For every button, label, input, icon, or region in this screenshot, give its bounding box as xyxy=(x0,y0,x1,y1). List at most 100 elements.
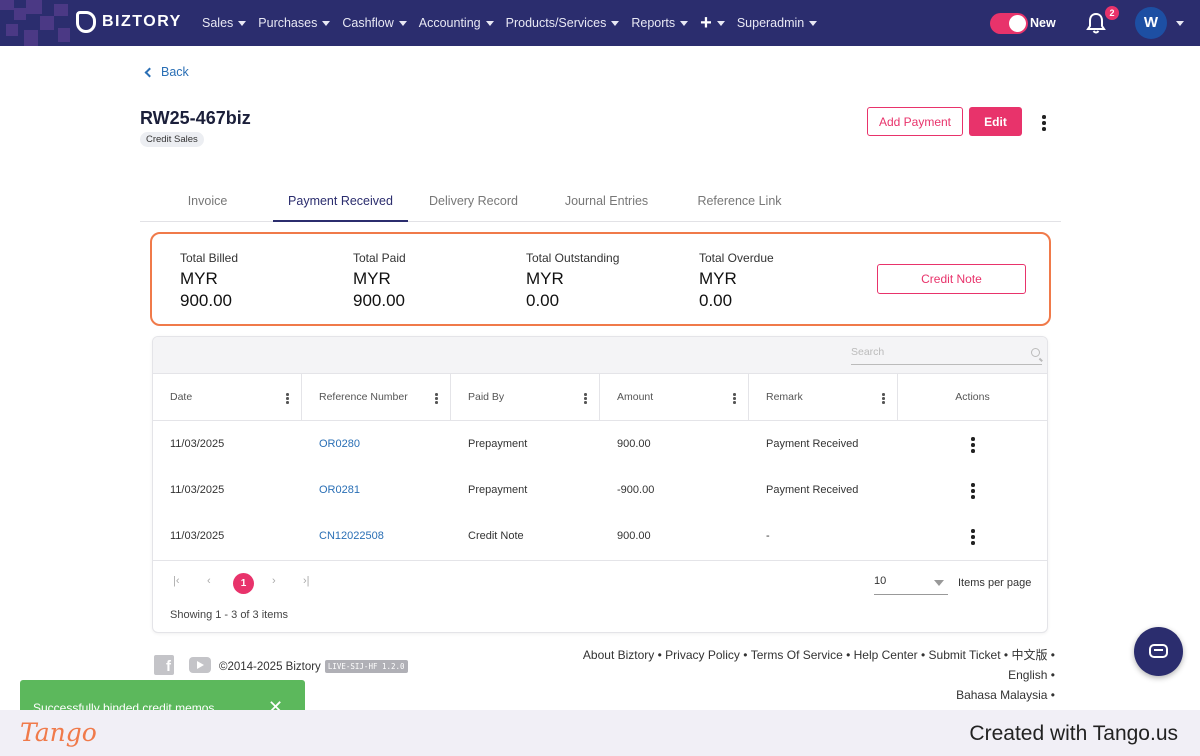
chevron-down-icon xyxy=(238,20,247,26)
row-actions-icon[interactable] xyxy=(971,437,975,455)
menu-reports[interactable]: Reports xyxy=(631,16,689,30)
tab-invoice[interactable]: Invoice xyxy=(187,194,228,208)
cell-reference-link[interactable]: CN12022508 xyxy=(319,530,384,542)
more-options-icon[interactable] xyxy=(1042,115,1046,133)
footer-link-malay[interactable]: Bahasa Malaysia xyxy=(956,688,1048,702)
stat-label: Total Billed xyxy=(180,251,239,265)
column-menu-icon[interactable] xyxy=(882,393,886,405)
facebook-icon[interactable]: f xyxy=(154,655,174,675)
footer-link-help[interactable]: Help Center xyxy=(853,648,918,662)
stat-label: Total Overdue xyxy=(699,251,774,265)
column-label: Actions xyxy=(955,391,990,403)
credit-note-button[interactable]: Credit Note xyxy=(877,264,1026,294)
items-per-page-label: Items per page xyxy=(958,577,1032,589)
page-number-current[interactable]: 1 xyxy=(233,573,254,594)
cell-reference-link[interactable]: OR0281 xyxy=(319,484,360,496)
footer-link-ticket[interactable]: Submit Ticket xyxy=(928,648,1001,662)
table-toolbar: Search xyxy=(153,337,1047,373)
chat-icon xyxy=(1149,644,1168,658)
chevron-down-icon xyxy=(485,20,494,26)
tab-delivery-record[interactable]: Delivery Record xyxy=(429,194,518,208)
avatar[interactable]: W xyxy=(1135,7,1167,39)
menu-label: Reports xyxy=(631,16,676,30)
footer-link-terms[interactable]: Terms Of Service xyxy=(750,648,843,662)
cell-amount: 900.00 xyxy=(617,530,651,542)
version-badge: LIVE-SIJ-HF 1.2.0 xyxy=(324,660,408,673)
total-billed: Total Billed MYR 900.00 xyxy=(180,251,238,311)
column-header-date[interactable]: Date xyxy=(153,374,302,421)
footer-link-about[interactable]: About Biztory xyxy=(582,648,655,662)
menu-label: Accounting xyxy=(418,16,481,30)
edit-button[interactable]: Edit xyxy=(969,107,1022,136)
stat-label: Total Outstanding xyxy=(526,251,620,265)
menu-superadmin[interactable]: Superadmin xyxy=(737,16,818,30)
column-label: Date xyxy=(170,391,193,403)
row-actions-icon[interactable] xyxy=(971,483,975,501)
brand-name: BIZTORY xyxy=(102,13,182,30)
table-row: 11/03/2025 OR0280 Prepayment 900.00 Paym… xyxy=(153,421,1047,467)
cell-date: 11/03/2025 xyxy=(170,484,225,496)
last-page-icon[interactable]: ›| xyxy=(303,575,310,587)
youtube-icon[interactable] xyxy=(189,657,211,673)
chat-widget-button[interactable] xyxy=(1134,627,1183,676)
stat-currency: MYR xyxy=(526,269,564,288)
cell-paid-by: Prepayment xyxy=(468,484,528,496)
tab-reference-link[interactable]: Reference Link xyxy=(697,194,782,208)
add-payment-button[interactable]: Add Payment xyxy=(867,107,963,136)
plus-icon: + xyxy=(700,12,712,34)
footer-link-privacy[interactable]: Privacy Policy xyxy=(665,648,740,662)
row-actions-icon[interactable] xyxy=(971,529,975,547)
menu-quick-add[interactable]: + xyxy=(700,13,725,33)
search-input[interactable]: Search xyxy=(851,345,1042,365)
menu-sales[interactable]: Sales xyxy=(202,16,247,30)
footer-link-chinese[interactable]: 中文版 xyxy=(1011,648,1048,662)
items-per-page-select[interactable]: 10 xyxy=(874,575,948,595)
column-label: Reference Number xyxy=(319,391,408,403)
biztory-logo-icon xyxy=(76,11,96,33)
stat-value: 900.00 xyxy=(353,291,405,310)
menu-products-services[interactable]: Products/Services xyxy=(506,16,620,30)
menu-purchases[interactable]: Purchases xyxy=(258,16,331,30)
column-header-reference[interactable]: Reference Number xyxy=(302,374,451,421)
column-menu-icon[interactable] xyxy=(733,393,737,405)
cell-reference-link[interactable]: OR0280 xyxy=(319,438,360,450)
notification-badge: 2 xyxy=(1105,6,1119,20)
first-page-icon[interactable]: |‹ xyxy=(173,575,180,587)
logo-pixel-decoration xyxy=(0,0,80,46)
chevron-down-icon xyxy=(398,20,407,26)
column-menu-icon[interactable] xyxy=(584,393,588,405)
cell-remark: Payment Received xyxy=(766,438,859,450)
toggle-label: New xyxy=(1030,16,1056,30)
column-menu-icon[interactable] xyxy=(435,393,439,405)
column-label: Paid By xyxy=(468,391,505,403)
column-header-remark[interactable]: Remark xyxy=(749,374,898,421)
bell-icon[interactable] xyxy=(1086,12,1106,34)
next-page-icon[interactable]: › xyxy=(272,575,276,587)
stat-value: 900.00 xyxy=(180,291,232,310)
tab-journal-entries[interactable]: Journal Entries xyxy=(564,194,649,208)
column-header-amount[interactable]: Amount xyxy=(600,374,749,421)
menu-label: Purchases xyxy=(258,16,318,30)
chevron-down-icon xyxy=(809,20,818,26)
tab-payment-received[interactable]: Payment Received xyxy=(273,180,408,222)
brand-logo[interactable]: BIZTORY xyxy=(76,11,182,33)
back-link[interactable]: Back xyxy=(144,65,189,79)
column-header-paid-by[interactable]: Paid By xyxy=(451,374,600,421)
column-menu-icon[interactable] xyxy=(286,393,290,405)
menu-accounting[interactable]: Accounting xyxy=(419,16,494,30)
total-paid: Total Paid MYR 900.00 xyxy=(353,251,406,311)
tango-logo: Tango xyxy=(20,718,97,747)
column-label: Remark xyxy=(766,391,803,403)
cell-remark: - xyxy=(766,530,770,542)
table-header: Date Reference Number Paid By Amount Rem… xyxy=(153,373,1047,421)
chevron-down-icon[interactable] xyxy=(1176,21,1184,26)
cell-date: 11/03/2025 xyxy=(170,530,225,542)
prev-page-icon[interactable]: ‹ xyxy=(207,575,211,587)
new-ui-toggle[interactable] xyxy=(990,13,1028,34)
footer-link-english[interactable]: English xyxy=(1008,668,1048,682)
search-placeholder: Search xyxy=(851,346,885,358)
total-overdue: Total Overdue MYR 0.00 xyxy=(699,251,774,311)
chevron-down-icon xyxy=(611,20,620,26)
main-menu: Sales Purchases Cashflow Accounting Prod… xyxy=(202,0,829,46)
menu-cashflow[interactable]: Cashflow xyxy=(342,16,407,30)
